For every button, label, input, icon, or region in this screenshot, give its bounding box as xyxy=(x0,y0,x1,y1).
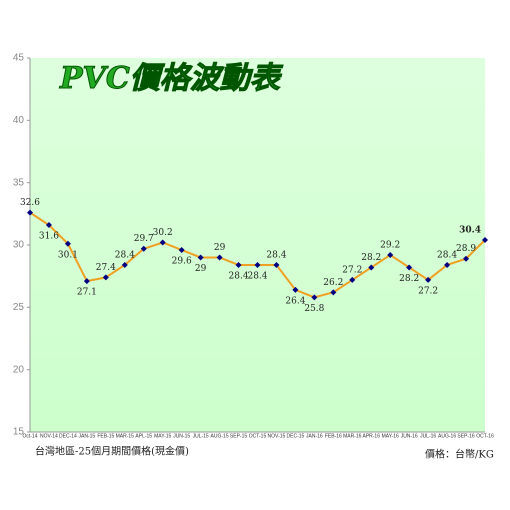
marker xyxy=(27,209,33,216)
marker xyxy=(349,276,356,283)
marker xyxy=(121,261,128,268)
x-tick-label: MAY-15 xyxy=(154,433,171,439)
x-tick-label: DEC-15 xyxy=(287,433,305,439)
data-label: 27.4 xyxy=(96,263,116,273)
data-label: 30.4 xyxy=(459,226,481,236)
y-tick-label: 25 xyxy=(13,302,25,313)
marker xyxy=(254,261,261,268)
data-label: 27.2 xyxy=(342,265,362,275)
plot-shade xyxy=(30,58,485,432)
data-label: 28.2 xyxy=(361,253,381,263)
x-tick-label: MAY-16 xyxy=(382,433,399,439)
marker xyxy=(444,261,451,268)
x-tick-label: FEB-15 xyxy=(97,433,114,439)
marker xyxy=(235,261,242,268)
data-label: 31.6 xyxy=(39,232,59,242)
data-label: 28.9 xyxy=(456,244,476,254)
marker xyxy=(159,239,166,246)
x-tick-label: SEP-15 xyxy=(230,433,247,439)
footnote-left: 台灣地區-25個月期間價格(現金價) xyxy=(35,445,189,458)
data-label: 28.4 xyxy=(247,271,267,281)
marker xyxy=(311,294,318,301)
data-label: 28.4 xyxy=(266,250,286,260)
data-label: 30.1 xyxy=(58,250,78,260)
data-label: 28.2 xyxy=(399,274,419,284)
x-tick-label: JAN-15 xyxy=(79,433,96,439)
x-tick-label: AUG-15 xyxy=(211,433,229,439)
y-tick-label: 20 xyxy=(13,364,25,375)
data-label: 27.2 xyxy=(418,286,438,296)
marker xyxy=(83,278,90,285)
data-label: 28.4 xyxy=(437,250,457,260)
marker xyxy=(45,222,52,229)
x-tick-label: APR-16 xyxy=(362,433,380,439)
marker xyxy=(216,254,223,261)
x-tick-label: JAN-16 xyxy=(306,433,323,439)
data-label: 30.2 xyxy=(153,228,173,238)
x-tick-label: JUN-15 xyxy=(173,433,190,439)
data-label: 25.8 xyxy=(304,304,324,314)
x-tick-label: MAR-16 xyxy=(343,433,362,439)
x-tick-label: OCT-16 xyxy=(476,433,494,439)
y-tick-label: 30 xyxy=(13,240,25,251)
data-label: 26.4 xyxy=(285,296,305,306)
marker xyxy=(406,264,413,271)
x-tick-label: APL-15 xyxy=(135,433,152,439)
marker xyxy=(197,254,204,261)
data-label: 26.2 xyxy=(323,278,343,288)
data-label: 29 xyxy=(214,243,226,253)
marker xyxy=(102,274,109,281)
data-label: 27.1 xyxy=(77,288,97,298)
x-tick-label: OCT-15 xyxy=(249,433,267,439)
y-tick-label: 40 xyxy=(13,115,25,126)
x-tick-label: DEC-14 xyxy=(59,433,77,439)
x-tick-label: JUL-15 xyxy=(193,433,209,439)
marker xyxy=(64,240,71,247)
marker xyxy=(140,245,147,252)
data-label: 29.6 xyxy=(172,256,192,266)
x-tick-label: MAR-15 xyxy=(116,433,135,439)
marker xyxy=(178,246,185,253)
marker xyxy=(330,289,337,296)
footnote-right: 價格：台幣/KG xyxy=(425,448,494,461)
marker xyxy=(425,276,432,283)
data-label: 29.7 xyxy=(134,234,154,244)
x-tick-label: FEB-16 xyxy=(325,433,342,439)
marker xyxy=(368,264,375,271)
data-label: 29.2 xyxy=(380,240,400,250)
x-tick-label: Oct-14 xyxy=(22,433,37,439)
y-tick-label: 45 xyxy=(13,53,25,64)
y-tick-label: 35 xyxy=(13,177,25,188)
marker xyxy=(292,286,299,293)
marker xyxy=(387,251,394,258)
data-label: 28.4 xyxy=(115,250,135,260)
x-tick-label: NOV-14 xyxy=(40,433,58,439)
x-tick-label: SEP-16 xyxy=(457,433,474,439)
marker xyxy=(273,261,280,268)
x-tick-label: JUL-16 xyxy=(420,433,436,439)
y-tick-label: 15 xyxy=(13,427,25,438)
data-label: 32.6 xyxy=(20,198,40,208)
data-label: 28.4 xyxy=(229,271,249,281)
data-label: 29 xyxy=(195,264,207,274)
x-tick-label: NOV-15 xyxy=(268,433,286,439)
marker xyxy=(482,237,488,244)
marker xyxy=(463,255,470,262)
x-tick-label: JUN-16 xyxy=(401,433,418,439)
chart-title: PVC價格波動表 xyxy=(59,61,284,96)
x-tick-label: AUG-16 xyxy=(438,433,456,439)
